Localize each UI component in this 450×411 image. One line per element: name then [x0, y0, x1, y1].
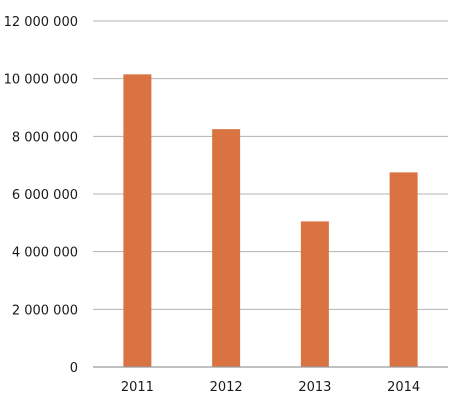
y-tick-label: 12 000 000 [4, 15, 78, 30]
y-tick-label: 10 000 000 [4, 73, 78, 88]
bars [123, 74, 418, 367]
bar-2011 [123, 74, 152, 367]
grid-lines [93, 20, 448, 310]
y-tick-label: 6 000 000 [12, 188, 78, 203]
y-tick-label: 0 [70, 361, 78, 376]
x-axis-tick-labels: 2011 2012 2013 2014 [121, 380, 420, 395]
x-tick-label: 2012 [210, 380, 243, 395]
bar-2012 [212, 129, 241, 367]
y-tick-label: 4 000 000 [12, 246, 78, 261]
bar-2014 [389, 172, 418, 367]
bar-2013 [300, 221, 329, 367]
x-tick-label: 2014 [387, 380, 420, 395]
y-tick-label: 2 000 000 [12, 303, 78, 318]
y-axis-tick-labels: 0 2 000 000 4 000 000 6 000 000 8 000 000 10 … [4, 15, 78, 376]
y-tick-label: 8 000 000 [12, 130, 78, 145]
x-tick-label: 2013 [298, 380, 331, 395]
x-tick-label: 2011 [121, 380, 154, 395]
